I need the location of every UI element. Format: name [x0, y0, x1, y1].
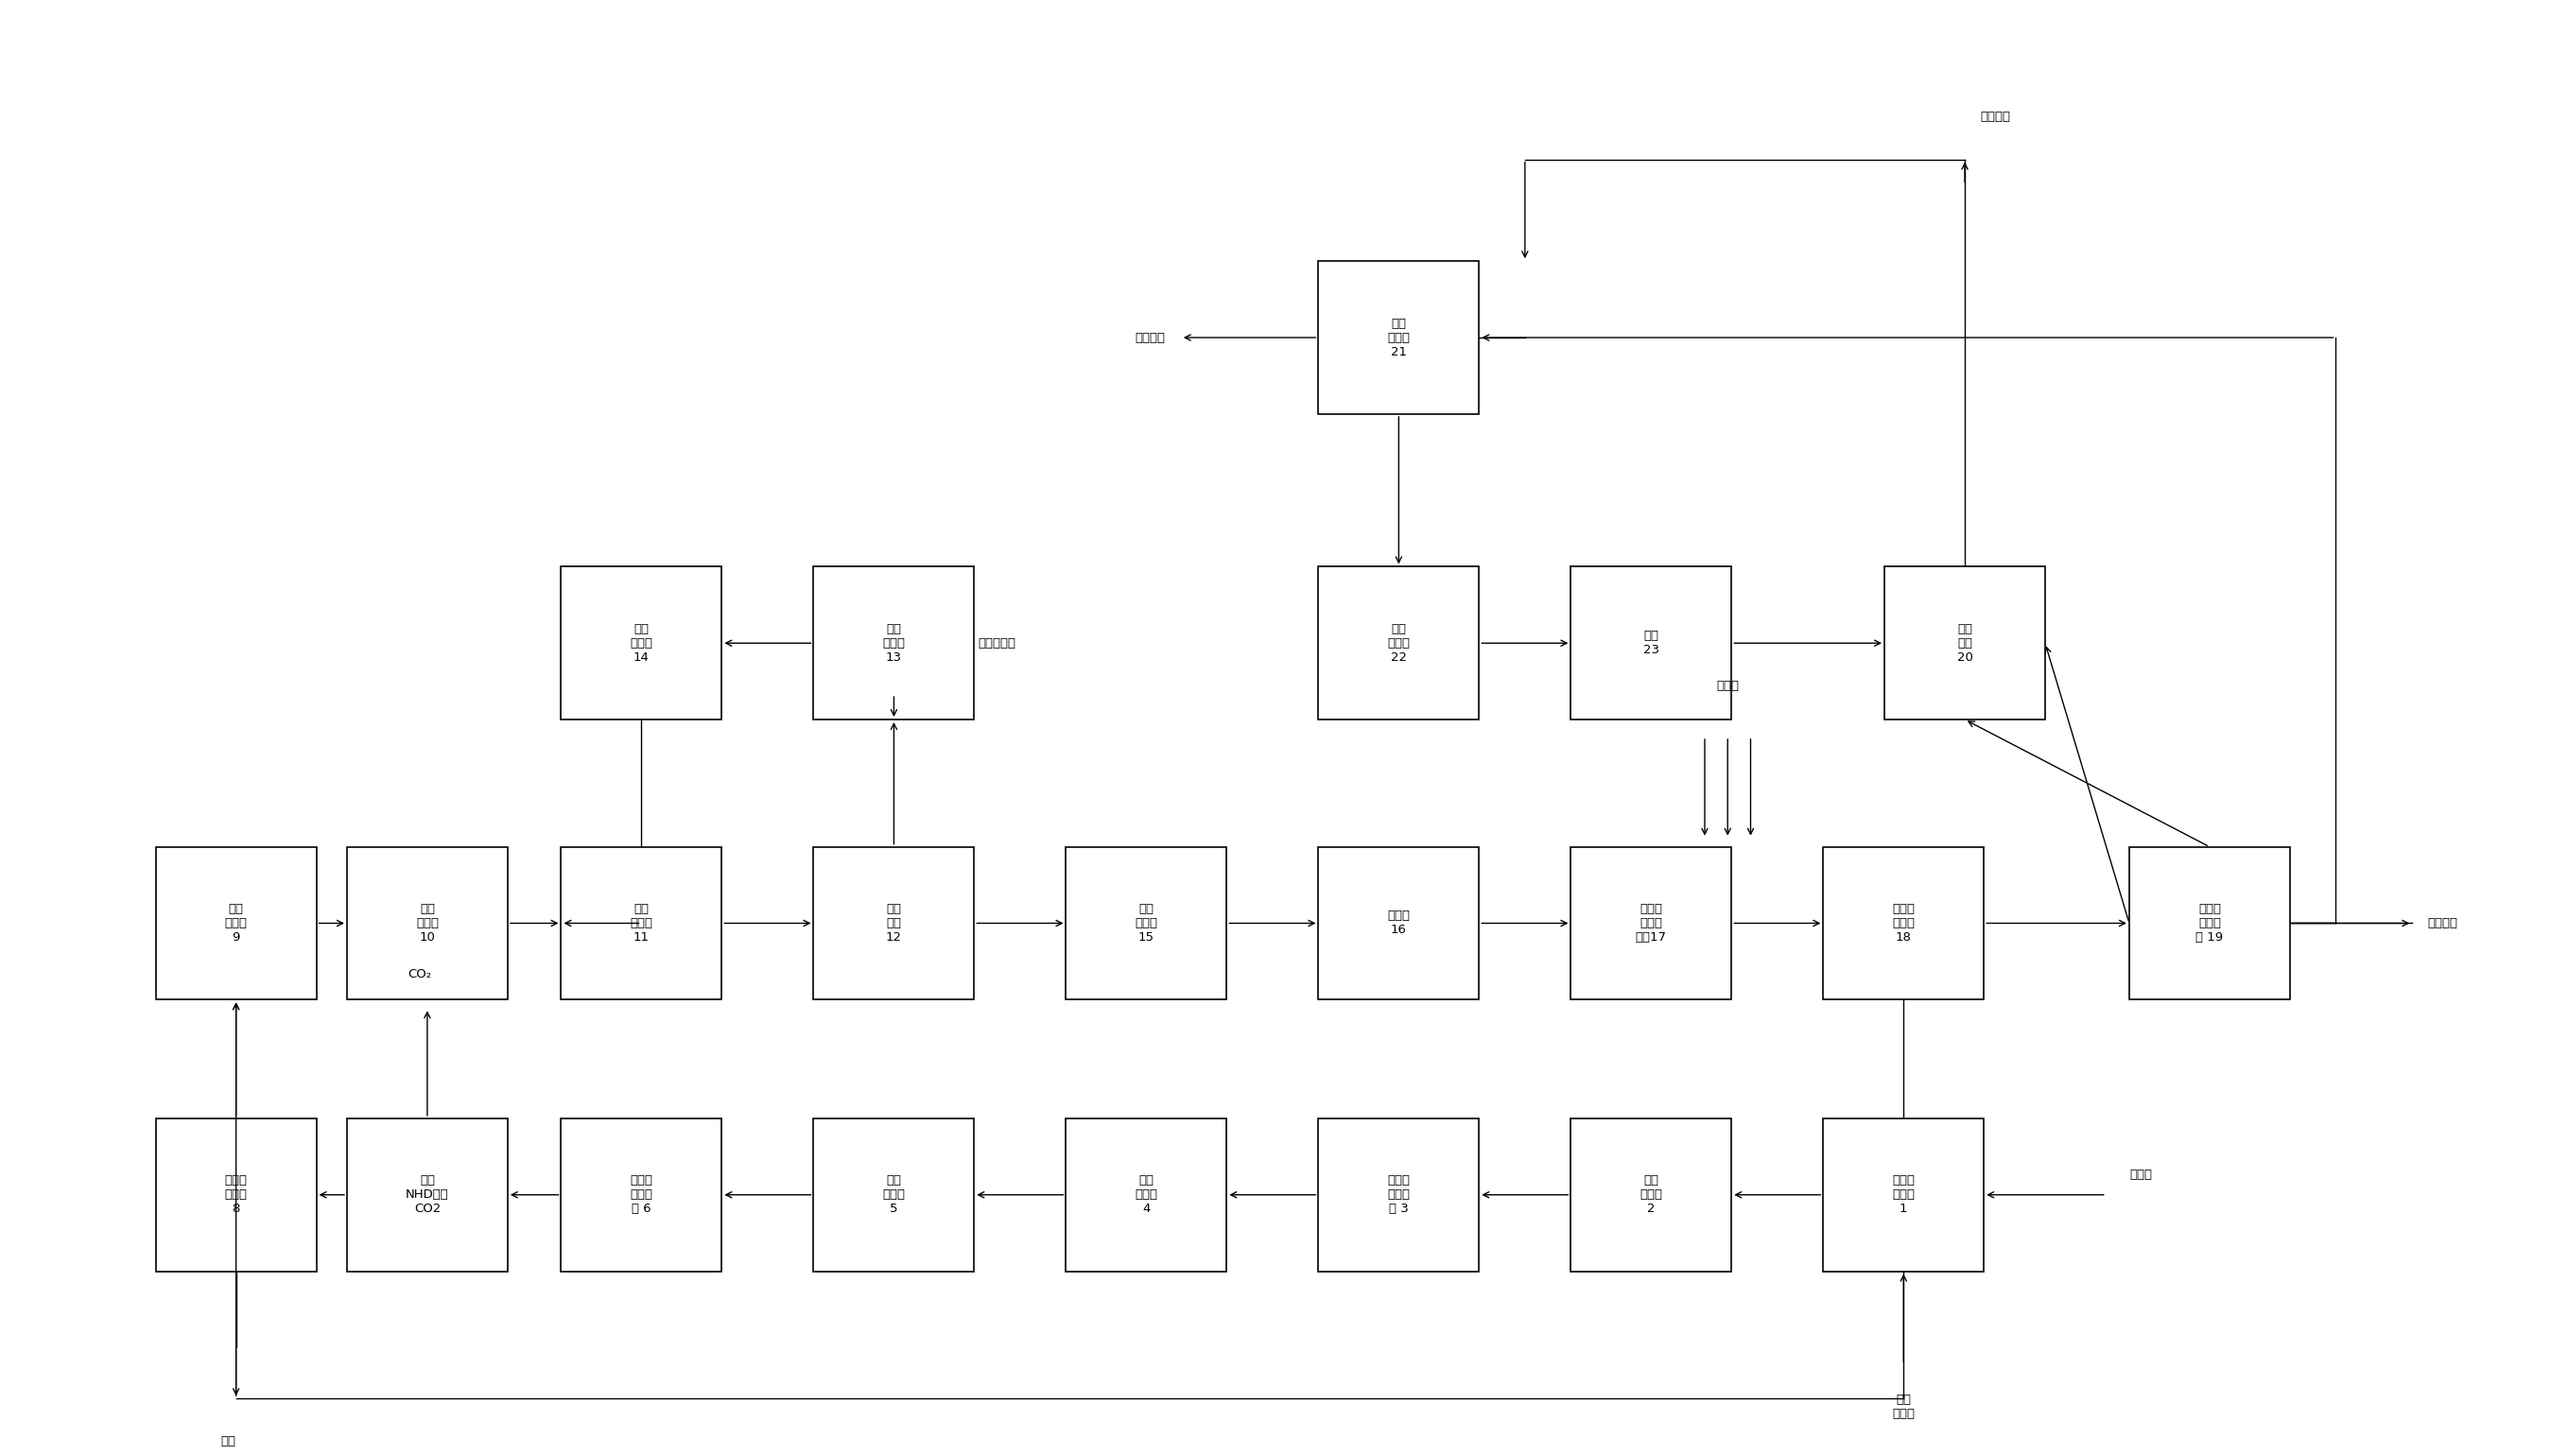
Text: 低温
NHD洗脱
CO2: 低温 NHD洗脱 CO2 [406, 1175, 449, 1216]
Bar [1823, 847, 1985, 1000]
Text: 水冷
却器
12: 水冷 却器 12 [886, 903, 901, 943]
Bar [347, 1118, 508, 1271]
Bar [1066, 847, 1228, 1000]
Text: 输出电能: 输出电能 [1135, 332, 1166, 344]
Bar [1317, 566, 1479, 719]
Bar [1885, 566, 2044, 719]
Bar [814, 566, 973, 719]
Text: 甲醇
储存罐
15: 甲醇 储存罐 15 [1135, 903, 1158, 943]
Bar [562, 566, 722, 719]
Bar [1823, 1118, 1985, 1271]
Bar [1572, 566, 1731, 719]
Text: 氢气: 氢气 [221, 1434, 236, 1447]
Bar [347, 847, 508, 1000]
Text: 气体
换热器
11: 气体 换热器 11 [629, 903, 652, 943]
Bar [1572, 1118, 1731, 1271]
Text: 生物质
气发电
机 19: 生物质 气发电 机 19 [2196, 903, 2224, 943]
Text: 静电
除焦器
2: 静电 除焦器 2 [1641, 1175, 1661, 1216]
Text: 生物质
气压缩
机 6: 生物质 气压缩 机 6 [629, 1175, 652, 1216]
Text: CO₂: CO₂ [408, 968, 431, 980]
Bar [814, 1118, 973, 1271]
Text: 生物质
气加压
机 3: 生物质 气加压 机 3 [1387, 1175, 1410, 1216]
Text: 输出电能: 输出电能 [2427, 917, 2458, 929]
Text: 减压阀
16: 减压阀 16 [1387, 910, 1410, 936]
Text: 汽轮
发电机
21: 汽轮 发电机 21 [1387, 317, 1410, 358]
Text: 甲醇
分离器
13: 甲醇 分离器 13 [883, 623, 907, 664]
Text: 干法
脱硫塔
5: 干法 脱硫塔 5 [883, 1175, 907, 1216]
Text: 水泵
23: 水泵 23 [1644, 630, 1659, 657]
Bar [562, 847, 722, 1000]
Bar [157, 847, 316, 1000]
Text: 空气
鼓风机: 空气 鼓风机 [1893, 1393, 1916, 1420]
Bar [1066, 1118, 1228, 1271]
Text: 罐内驰放气: 罐内驰放气 [978, 636, 1017, 649]
Text: 水雾
捕滴器
4: 水雾 捕滴器 4 [1135, 1175, 1158, 1216]
Bar [814, 847, 973, 1000]
Text: 水雾
捕滴器
9: 水雾 捕滴器 9 [223, 903, 247, 943]
Text: 槽式太
阳能加
热器17: 槽式太 阳能加 热器17 [1636, 903, 1667, 943]
Text: 余热
锅炉
20: 余热 锅炉 20 [1957, 623, 1972, 664]
Bar [1317, 1118, 1479, 1271]
Text: 蒸汽
冷凝器
22: 蒸汽 冷凝器 22 [1387, 623, 1410, 664]
Text: 干法精
脱硫塔
8: 干法精 脱硫塔 8 [223, 1175, 247, 1216]
Text: 生物质
气化炉
1: 生物质 气化炉 1 [1893, 1175, 1916, 1216]
Text: 甲醇
合成塔
10: 甲醇 合成塔 10 [416, 903, 439, 943]
Bar [1317, 847, 1479, 1000]
Text: 气体
循环机
14: 气体 循环机 14 [629, 623, 652, 664]
Bar [1572, 847, 1731, 1000]
Bar [157, 1118, 316, 1271]
Text: 太阳光: 太阳光 [1715, 680, 1739, 692]
Bar [2129, 847, 2291, 1000]
Bar [1317, 261, 1479, 414]
Text: 废气排放: 废气排放 [1980, 111, 2011, 124]
Text: 生物质: 生物质 [2129, 1168, 2152, 1181]
Bar [562, 1118, 722, 1271]
Text: 甲醇热
分解器
18: 甲醇热 分解器 18 [1893, 903, 1916, 943]
